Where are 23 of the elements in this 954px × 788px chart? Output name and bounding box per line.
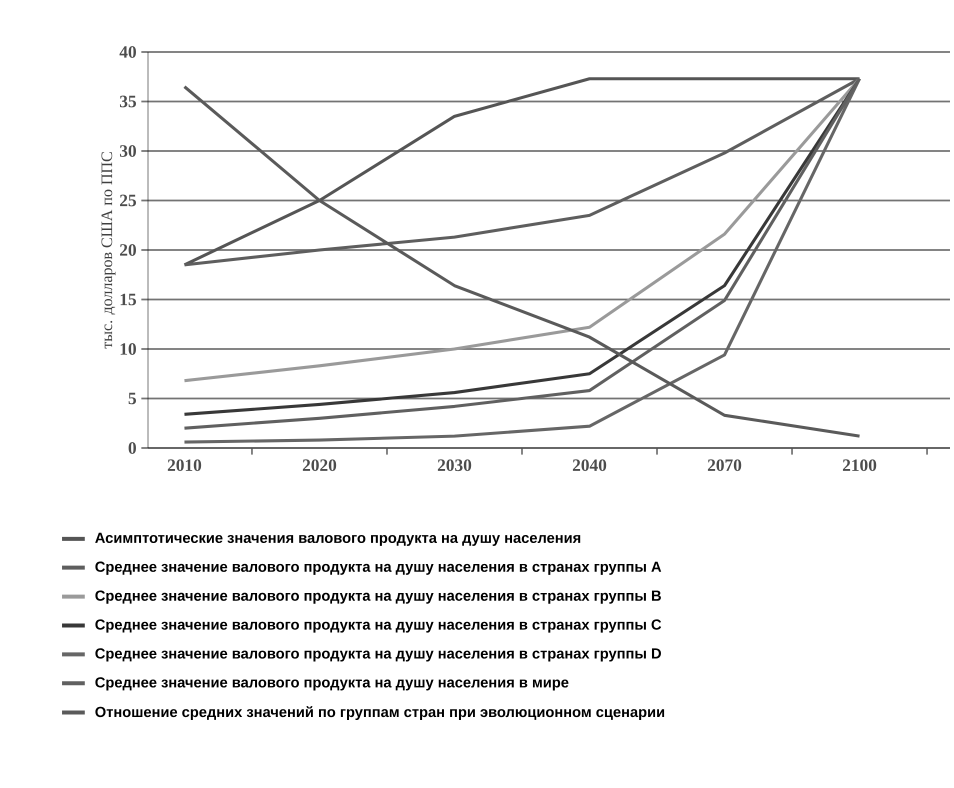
x-tick-label: 2070	[708, 459, 742, 472]
legend-label: Асимптотические значения валового продукта на душу населения	[95, 532, 580, 546]
y-tick-label: 35	[120, 96, 136, 108]
x-tick-label: 2100	[842, 459, 876, 472]
x-tick-label: 2010	[168, 459, 202, 472]
y-tick-label: 15	[120, 294, 136, 306]
legend-label: Среднее значение валового продукта на душу населения в странах группы C	[95, 619, 662, 633]
y-axis-title: тыс. долларов США по ППС	[101, 152, 116, 348]
x-tick-label: 2030	[438, 459, 472, 472]
legend-label: Среднее значение валового продукта на душу населения в мире	[95, 677, 568, 690]
legend-label: Среднее значение валового продукта на душу населения в странах группы D	[95, 648, 661, 662]
legend-label: Среднее значение валового продукта на душу населения в странах группы B	[95, 590, 661, 604]
y-tick-label: 25	[120, 194, 136, 206]
y-tick-label: 10	[120, 343, 136, 355]
legend-label: Среднее значение валового продукта на душу населения в странах группы A	[95, 562, 662, 575]
x-tick-label: 2040	[572, 459, 606, 472]
y-tick-label: 20	[120, 244, 136, 256]
x-tick-label: 2020	[302, 459, 336, 472]
legend-label: Отношение средних значений по группам стран при эволюционном сценарии	[95, 706, 664, 720]
y-tick-label: 40	[120, 46, 136, 58]
y-tick-label: 0	[128, 442, 136, 454]
y-tick-label: 5	[128, 392, 136, 404]
y-tick-label: 30	[120, 145, 136, 157]
